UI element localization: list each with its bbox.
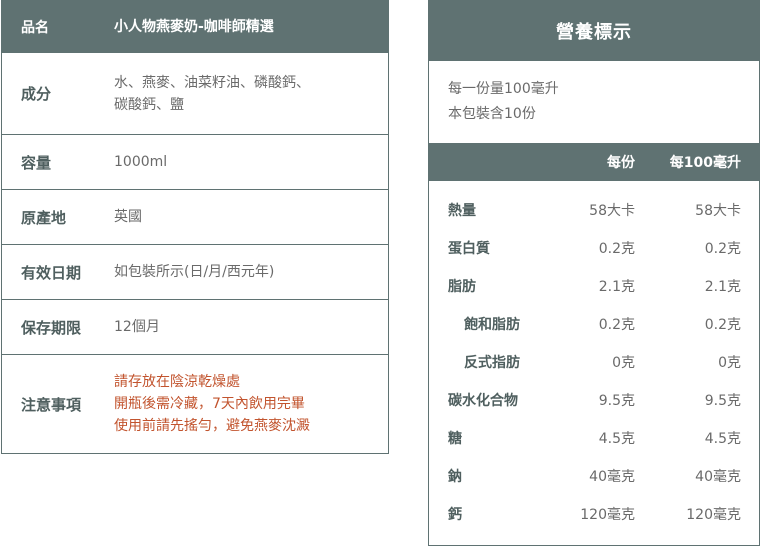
nutrient-name: 碳水化合物 <box>448 393 518 409</box>
origin-value: 英國 <box>114 209 142 225</box>
expiry-row: 有效日期 如包裝所示(日/月/西元年) <box>2 245 388 300</box>
servings-per-pack: 本包裝含10份 <box>448 106 536 122</box>
serving-info: 每一份量100毫升 本包裝含10份 <box>429 61 759 143</box>
nutrient-row-protein: 蛋白質 0.2克 0.2克 <box>429 229 759 267</box>
nutrient-per-serving: 0克 <box>612 355 635 371</box>
nutrient-name: 飽和脂肪 <box>464 317 520 333</box>
nutrient-name: 反式指肪 <box>464 355 520 371</box>
nutrient-per-serving: 120毫克 <box>580 507 635 523</box>
per-100ml-column-label: 每100毫升 <box>669 155 741 171</box>
notes-label: 注意事項 <box>21 395 82 414</box>
nutrient-row-sodium: 鈉 40毫克 40毫克 <box>429 457 759 495</box>
nutrient-row-trans-fat: 反式指肪 0克 0克 <box>429 343 759 381</box>
nutrition-facts-panel: 營養標示 每一份量100毫升 本包裝含10份 每份 每100毫升 熱量 58大卡… <box>428 0 760 546</box>
product-name-label: 品名 <box>21 19 49 36</box>
per-serving-column-label: 每份 <box>607 155 635 171</box>
nutrient-name: 糖 <box>448 431 462 447</box>
notes-line: 請存放在陰涼乾燥處 <box>114 374 240 390</box>
nutrient-per-100ml: 40毫克 <box>695 469 741 485</box>
nutrient-row-fat: 脂肪 2.1克 2.1克 <box>429 267 759 305</box>
nutrient-name: 熱量 <box>448 203 476 219</box>
nutrient-name: 鈣 <box>448 507 462 523</box>
nutrient-per-100ml: 58大卡 <box>695 203 741 219</box>
nutrition-column-header: 每份 每100毫升 <box>429 143 759 181</box>
nutrient-name: 脂肪 <box>448 279 476 295</box>
ingredients-row: 成分 水、燕麥、油菜籽油、磷酸鈣、 碳酸鈣、鹽 <box>2 53 388 135</box>
nutrient-per-serving: 40毫克 <box>589 469 635 485</box>
shelf-life-value: 12個月 <box>114 319 160 335</box>
notes-row: 注意事項 請存放在陰涼乾燥處 開瓶後需冷藏，7天內飲用完畢 使用前請先搖勻，避免… <box>2 355 388 453</box>
nutrient-row-sugar: 糖 4.5克 4.5克 <box>429 419 759 457</box>
notes-value: 請存放在陰涼乾燥處 開瓶後需冷藏，7天內飲用完畢 使用前請先搖勻，避免燕麥沈澱 <box>114 371 388 437</box>
origin-row: 原產地 英國 <box>2 190 388 245</box>
nutrient-name: 鈉 <box>448 469 462 485</box>
product-name-row: 品名 小人物燕麥奶-咖啡師精選 <box>2 0 388 53</box>
expiry-value: 如包裝所示(日/月/西元年) <box>114 264 275 280</box>
nutrient-row-energy: 熱量 58大卡 58大卡 <box>429 191 759 229</box>
product-name-value: 小人物燕麥奶-咖啡師精選 <box>114 18 274 35</box>
volume-row: 容量 1000ml <box>2 135 388 190</box>
nutrition-rows: 熱量 58大卡 58大卡 蛋白質 0.2克 0.2克 脂肪 2.1克 2.1克 … <box>429 181 759 533</box>
nutrient-per-100ml: 9.5克 <box>704 393 741 409</box>
nutrient-per-100ml: 4.5克 <box>704 431 741 447</box>
ingredients-line: 碳酸鈣、鹽 <box>114 96 184 113</box>
nutrient-name: 蛋白質 <box>448 241 490 257</box>
volume-label: 容量 <box>21 153 52 172</box>
product-info-table: 品名 小人物燕麥奶-咖啡師精選 成分 水、燕麥、油菜籽油、磷酸鈣、 碳酸鈣、鹽 … <box>1 0 389 454</box>
origin-label: 原產地 <box>21 208 67 227</box>
nutrient-per-100ml: 0.2克 <box>704 241 741 257</box>
volume-value: 1000ml <box>114 154 168 170</box>
nutrient-per-100ml: 2.1克 <box>704 279 741 295</box>
nutrient-row-saturated-fat: 飽和脂肪 0.2克 0.2克 <box>429 305 759 343</box>
nutrient-per-serving: 58大卡 <box>589 203 635 219</box>
nutrient-per-serving: 0.2克 <box>598 317 635 333</box>
ingredients-line: 水、燕麥、油菜籽油、磷酸鈣、 <box>114 74 310 91</box>
nutrient-row-calcium: 鈣 120毫克 120毫克 <box>429 495 759 533</box>
ingredients-value: 水、燕麥、油菜籽油、磷酸鈣、 碳酸鈣、鹽 <box>114 72 388 116</box>
notes-line: 開瓶後需冷藏，7天內飲用完畢 <box>114 396 305 412</box>
nutrition-title: 營養標示 <box>429 0 759 61</box>
shelf-life-row: 保存期限 12個月 <box>2 300 388 355</box>
expiry-label: 有效日期 <box>21 263 82 282</box>
nutrient-row-carbohydrate: 碳水化合物 9.5克 9.5克 <box>429 381 759 419</box>
nutrient-per-serving: 0.2克 <box>598 241 635 257</box>
ingredients-label: 成分 <box>21 85 52 103</box>
shelf-life-label: 保存期限 <box>21 318 82 337</box>
notes-line: 使用前請先搖勻，避免燕麥沈澱 <box>114 418 310 434</box>
nutrient-per-100ml: 0.2克 <box>704 317 741 333</box>
serving-size: 每一份量100毫升 <box>448 81 559 97</box>
nutrient-per-100ml: 120毫克 <box>686 507 741 523</box>
nutrient-per-serving: 2.1克 <box>598 279 635 295</box>
nutrient-per-serving: 9.5克 <box>598 393 635 409</box>
nutrient-per-serving: 4.5克 <box>598 431 635 447</box>
nutrient-per-100ml: 0克 <box>718 355 741 371</box>
